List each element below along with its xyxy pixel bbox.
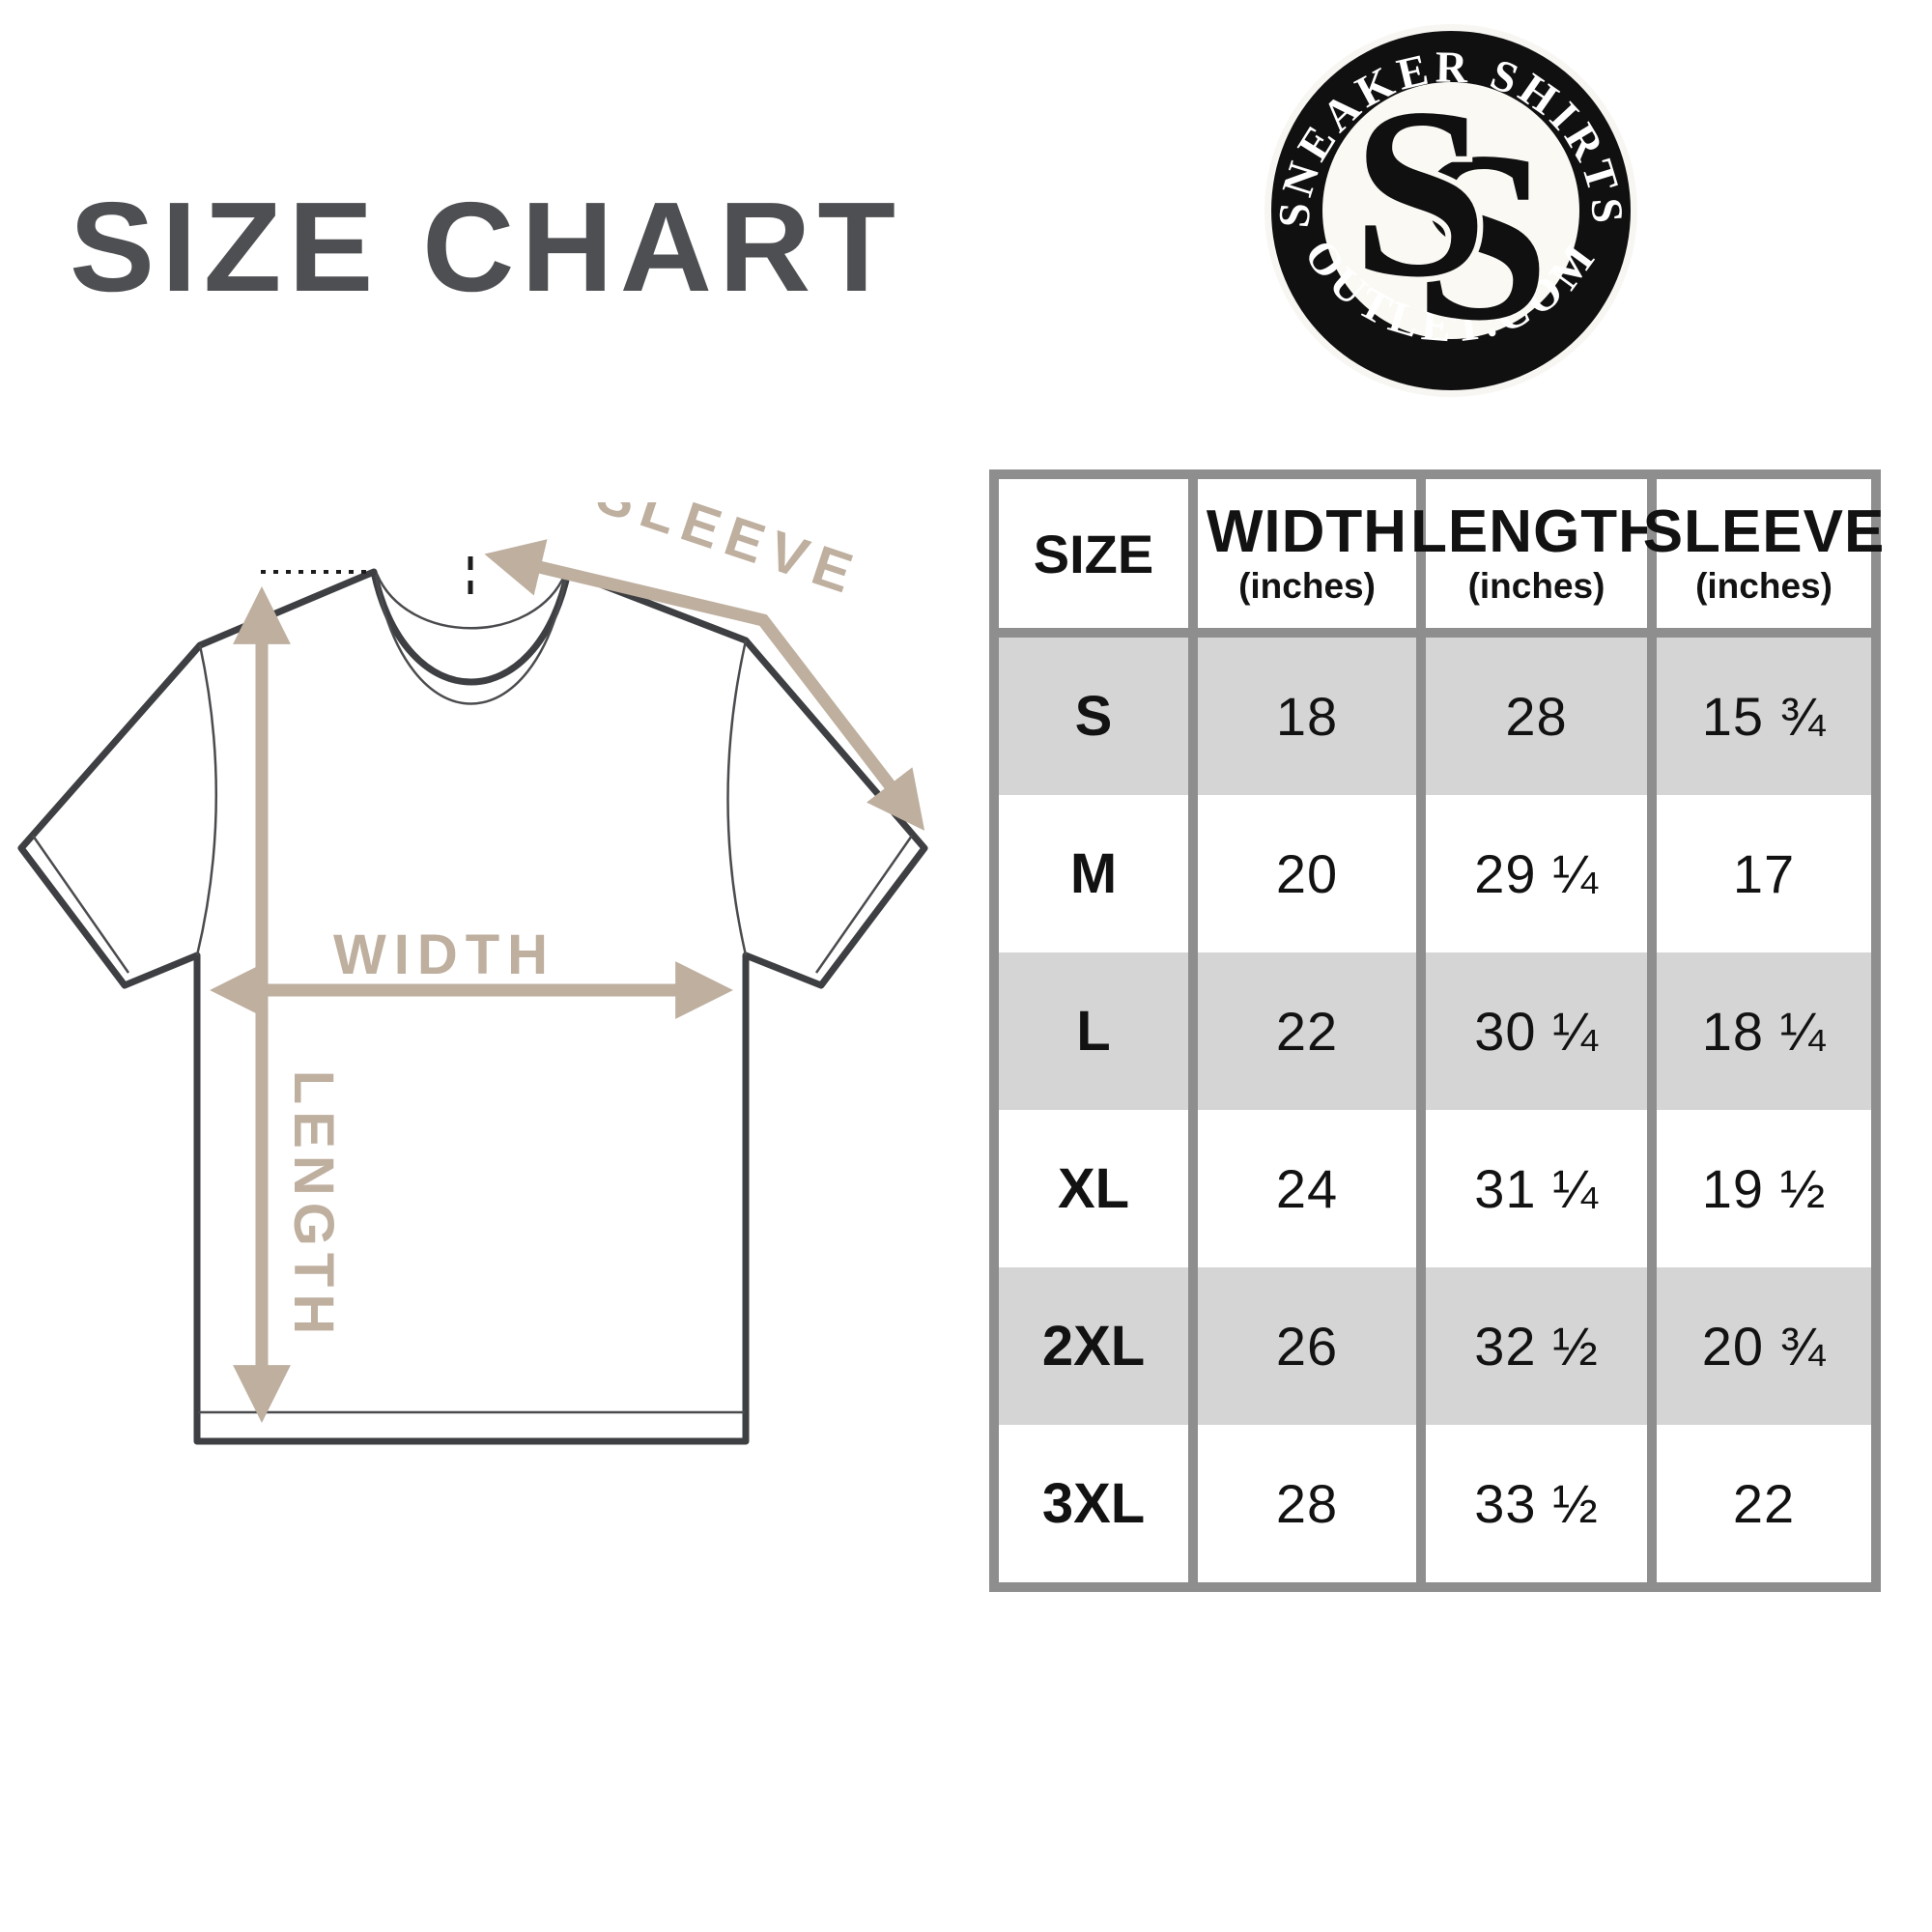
row-3xl-width: 28 — [1188, 1425, 1416, 1582]
row-2xl-length: 32 ½ — [1416, 1267, 1647, 1425]
row-m-length: 29 ¼ — [1416, 795, 1647, 952]
row-xl-size: XL — [999, 1110, 1188, 1267]
row-m-sleeve: 17 — [1647, 795, 1871, 952]
row-xl-length: 31 ¼ — [1416, 1110, 1647, 1267]
page-title: SIZE CHART — [70, 176, 902, 318]
row-s-sleeve: 15 ¾ — [1647, 638, 1871, 795]
row-l-size: L — [999, 952, 1188, 1110]
sleeve-measure-arrow — [484, 539, 925, 831]
size-table: SIZE WIDTH (inches) LENGTH (inches) SLEE… — [989, 469, 1884, 1592]
logo-inner-circle — [1322, 82, 1579, 339]
row-l-sleeve: 18 ¼ — [1647, 952, 1871, 1110]
length-label: LENGTH — [282, 1070, 345, 1341]
row-s-size: S — [999, 638, 1188, 795]
right-cuff-hem — [814, 835, 914, 974]
brand-logo: SNEAKER SHIRTS OUTLET.COM S S — [1264, 24, 1637, 397]
left-armhole-seam — [195, 644, 218, 956]
row-xl-width: 24 — [1188, 1110, 1416, 1267]
tshirt-outline — [17, 568, 928, 1445]
tshirt-diagram: WIDTH LENGTH SLEEVE — [17, 502, 928, 1445]
row-3xl-size: 3XL — [999, 1425, 1188, 1582]
header-sleeve: SLEEVE (inches) — [1643, 479, 1884, 638]
header-size: SIZE — [999, 479, 1188, 638]
row-s-width: 18 — [1188, 638, 1416, 795]
row-2xl-width: 26 — [1188, 1267, 1416, 1425]
header-length: LENGTH (inches) — [1410, 479, 1662, 638]
monogram-s-back: S — [1414, 100, 1549, 371]
row-xl-sleeve: 19 ½ — [1647, 1110, 1871, 1267]
header-width: WIDTH (inches) — [1188, 479, 1416, 638]
row-2xl-sleeve: 20 ¾ — [1647, 1267, 1871, 1425]
row-l-length: 30 ¼ — [1416, 952, 1647, 1110]
row-2xl-size: 2XL — [999, 1267, 1188, 1425]
row-m-width: 20 — [1188, 795, 1416, 952]
row-3xl-length: 33 ½ — [1416, 1425, 1647, 1582]
width-label: WIDTH — [333, 923, 555, 986]
logo-monogram: S S — [1347, 51, 1549, 371]
row-m-size: M — [999, 795, 1188, 952]
row-l-width: 22 — [1188, 952, 1416, 1110]
left-cuff-hem — [31, 835, 130, 974]
monogram-s-front: S — [1352, 57, 1488, 327]
row-3xl-sleeve: 22 — [1647, 1425, 1871, 1582]
row-s-length: 28 — [1416, 638, 1647, 795]
